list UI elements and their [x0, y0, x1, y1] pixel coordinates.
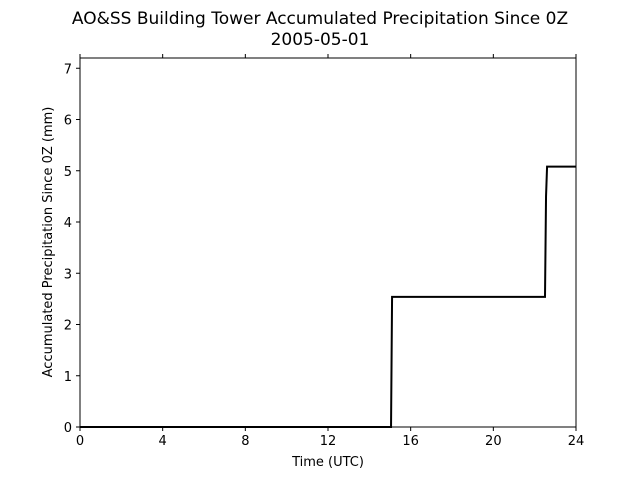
y-tick-label: 0: [64, 421, 72, 436]
y-tick-label: 1: [64, 370, 72, 385]
plot-frame: [79, 57, 577, 428]
chart-title: AO&SS Building Tower Accumulated Precipi…: [72, 9, 568, 29]
y-tick-label: 6: [64, 114, 72, 129]
x-tick-label: 12: [320, 434, 337, 449]
y-tick-label: 2: [64, 319, 72, 334]
y-tick-label: 5: [64, 165, 72, 180]
x-tick-label: 8: [241, 434, 249, 449]
x-tick-label: 0: [76, 434, 84, 449]
y-tick-label: 4: [64, 216, 72, 231]
x-tick-label: 24: [568, 434, 585, 449]
y-tick-label: 3: [64, 267, 72, 282]
x-tick-label: 4: [159, 434, 167, 449]
y-axis-label: Accumulated Precipitation Since 0Z (mm): [41, 107, 56, 378]
y-tick-label: 7: [64, 62, 72, 77]
x-axis-label: Time (UTC): [291, 455, 364, 470]
x-ticks: 0 4 8 12 16 20 24: [76, 54, 584, 449]
chart-subtitle: 2005-05-01: [271, 30, 370, 50]
y-ticks: 0 1 2 3 4 5 6 7: [64, 62, 80, 436]
x-tick-label: 16: [402, 434, 419, 449]
x-tick-label: 20: [485, 434, 502, 449]
